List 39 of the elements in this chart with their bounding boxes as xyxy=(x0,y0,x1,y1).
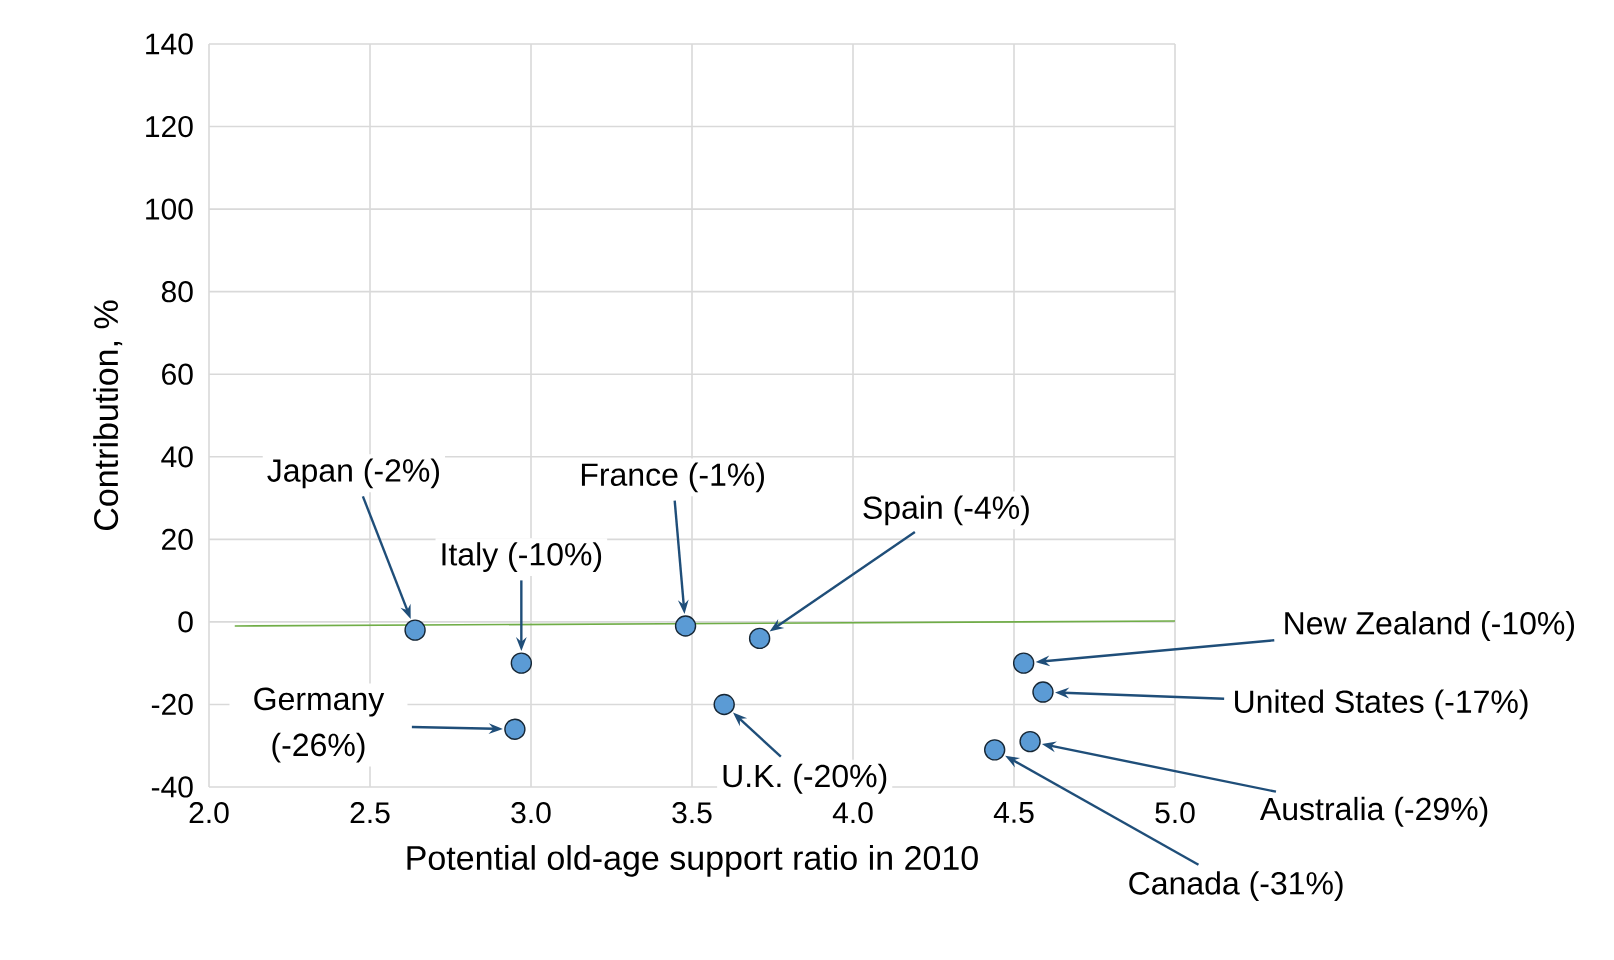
point xyxy=(510,652,533,674)
annotation: Japan (-2%) xyxy=(267,458,439,489)
point xyxy=(983,739,1006,761)
y-tick-label: 100 xyxy=(146,198,193,220)
point xyxy=(748,627,771,650)
point xyxy=(1012,652,1035,674)
annotation: Spain (-4%) xyxy=(863,495,1029,526)
y-tick-label: 20 xyxy=(162,528,193,550)
x-tick-label: 3.5 xyxy=(672,802,712,824)
y-tick-label: 60 xyxy=(162,363,193,385)
annotation: Germany (-26%) xyxy=(254,687,385,763)
x-tick-label: 5.0 xyxy=(1155,802,1195,824)
point xyxy=(1019,730,1041,753)
annotation: U.K. (-20%) xyxy=(723,763,887,794)
point xyxy=(713,693,735,716)
x-tick-label: 4.5 xyxy=(993,802,1034,823)
x-tick-label: 2.5 xyxy=(350,802,390,824)
point xyxy=(504,718,526,740)
y-axis-title: Contribution, % xyxy=(93,300,123,530)
x-tick-label: 2.0 xyxy=(189,802,229,824)
annotation: France (-1%) xyxy=(581,462,764,493)
y-tick-label: -20 xyxy=(151,693,193,716)
y-tick-label: 80 xyxy=(161,281,193,303)
x-axis-title: Potential old-age support ratio in 2010 xyxy=(407,845,978,877)
point xyxy=(404,619,426,641)
y-tick-label: 40 xyxy=(161,446,193,468)
x-tick-label: 4.0 xyxy=(832,802,873,824)
annotation: Italy (-10%) xyxy=(442,542,602,573)
text: New Zealand (-10%) xyxy=(1285,611,1575,641)
y-tick-label: 140 xyxy=(146,33,193,55)
point xyxy=(1032,681,1054,703)
y-tick-label: 120 xyxy=(146,115,193,138)
text: Australia (-29%) xyxy=(1260,796,1488,827)
text: Canada (-31%) xyxy=(1129,871,1343,901)
text: United States (-17%) xyxy=(1235,689,1528,720)
point xyxy=(674,615,697,637)
x-tick-label: 3.0 xyxy=(511,802,551,824)
y-tick-label: -40 xyxy=(151,776,193,798)
y-tick-label: 0 xyxy=(178,611,193,633)
